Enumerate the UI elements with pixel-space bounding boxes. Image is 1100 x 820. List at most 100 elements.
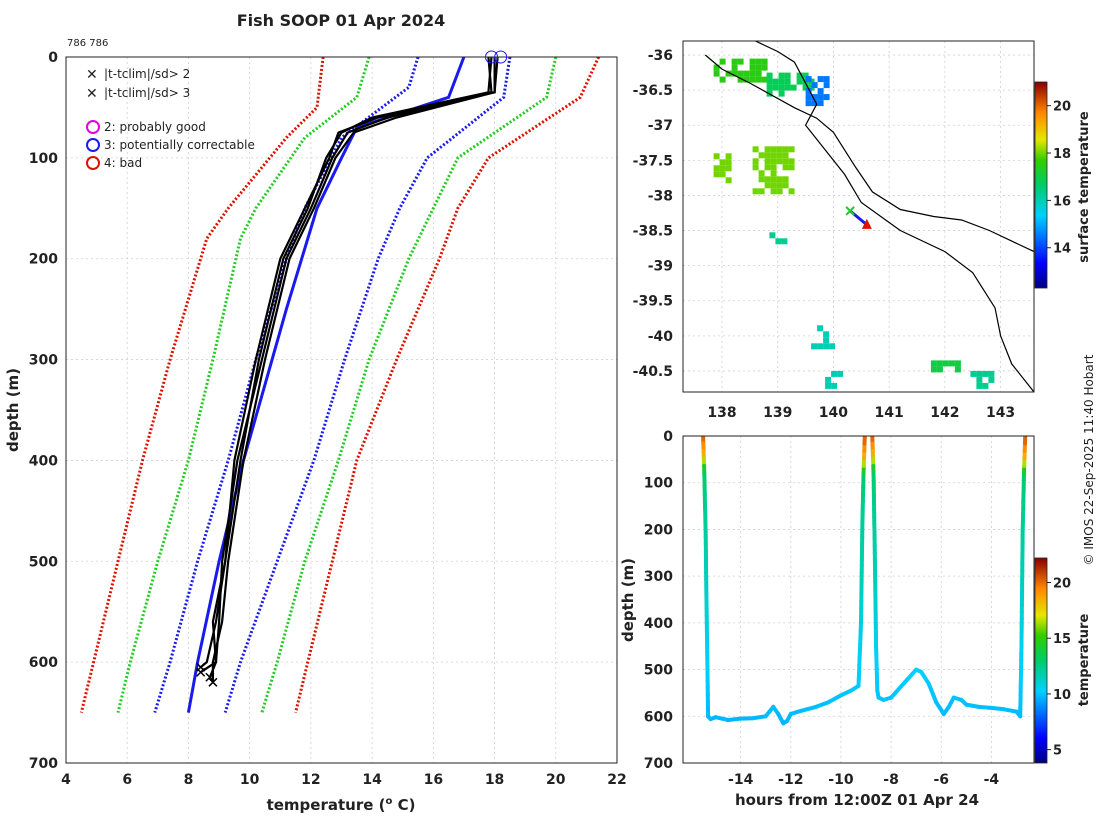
- profile-xtick-label: 12: [301, 772, 320, 788]
- map-xtick-label: 143: [986, 405, 1015, 421]
- profile-axes-frame: [65, 56, 618, 764]
- ts-segment: [726, 716, 743, 722]
- legend-q2-marker: [86, 120, 100, 134]
- sst-pixel: [811, 343, 818, 350]
- ts-xtick-label: -8: [883, 772, 899, 788]
- legend-q4-marker: [86, 156, 100, 170]
- climatology-line: [223, 57, 512, 714]
- sst-pixel: [936, 360, 943, 367]
- ts-xlabel: hours from 12:00Z 01 Apr 24: [735, 791, 979, 809]
- sst-pixel: [942, 360, 949, 367]
- ts-xtick-label: -12: [778, 772, 803, 788]
- ts-ytick-label: 200: [644, 522, 673, 538]
- sst-pixel: [752, 146, 759, 153]
- sst-pixel: [823, 337, 830, 344]
- map-ytick-label: -38: [648, 188, 673, 204]
- profile-end-marker: [208, 677, 218, 687]
- profile-ytick-label: 300: [29, 353, 58, 369]
- ts-segment: [813, 700, 831, 709]
- ts-colorbar-tick-label: 15: [1053, 632, 1071, 647]
- sst-pixel: [770, 176, 777, 183]
- sst-pixel: [755, 76, 762, 83]
- sst-pixel: [766, 72, 773, 79]
- legend-x2-marker: ✕: [86, 67, 98, 83]
- sst-pixel: [764, 146, 771, 153]
- profile-xtick-label: 4: [61, 772, 71, 788]
- sst-pixel: [784, 78, 791, 85]
- ts-ytick-label: 0: [663, 429, 673, 445]
- sst-pixel: [770, 164, 777, 171]
- sst-pixel: [936, 366, 943, 373]
- profile-ylabel: depth (m): [4, 368, 22, 452]
- ts-segment: [989, 705, 1006, 712]
- ts-segment: [713, 715, 731, 722]
- legend-q3-marker: [86, 138, 100, 152]
- sst-pixel: [948, 360, 955, 367]
- ts-ytick-label: 600: [644, 709, 673, 725]
- map-xtick-label: 140: [819, 405, 848, 421]
- sst-pixel: [778, 84, 785, 91]
- map-xtick-label: 138: [707, 405, 736, 421]
- profile-xlabel: temperature (o C): [267, 796, 416, 814]
- sst-pixel: [837, 370, 844, 377]
- sst-pixel: [737, 58, 744, 65]
- legend-x2-label: |t-tclim|/sd> 2: [104, 67, 190, 81]
- sst-pixel: [823, 343, 830, 350]
- ts-xtick-label: -6: [933, 772, 949, 788]
- sst-pixel: [782, 146, 789, 153]
- map-colorbar: [1034, 81, 1048, 289]
- ts-segment: [964, 702, 981, 709]
- sst-pixel: [731, 58, 738, 65]
- sst-pixel: [823, 76, 830, 83]
- sst-pixel: [805, 100, 812, 107]
- profile-xtick-label: 14: [362, 772, 382, 788]
- map-colorbar-ticks: 14 16 18 20: [1047, 100, 1071, 257]
- climatology-line: [79, 57, 325, 713]
- sst-pixel: [825, 382, 832, 389]
- sst-pixel: [831, 382, 838, 389]
- map-ytick-label: -36.5: [633, 83, 673, 99]
- sst-pixel: [976, 370, 983, 377]
- sst-pixel: [758, 170, 765, 177]
- profile-line: [200, 57, 493, 674]
- credit-text: © IMOS 22-Sep-2025 11:40 Hobart: [1082, 354, 1096, 565]
- climatology-line: [153, 57, 420, 714]
- sst-pixel: [725, 153, 732, 160]
- ts-xtick-label: -14: [728, 772, 754, 788]
- sst-pixel: [817, 100, 824, 107]
- map-colorbar-tick-label: 16: [1053, 194, 1071, 209]
- sst-pixel: [731, 70, 738, 77]
- sst-pixel: [823, 331, 830, 338]
- coastline: [704, 54, 1034, 253]
- map-ytick-label: -37: [648, 118, 673, 134]
- sst-pixel: [829, 343, 836, 350]
- legend-q2-label: 2: probably good: [104, 120, 206, 134]
- map-ytick-label: -39: [648, 259, 673, 275]
- sst-pixel: [749, 76, 756, 83]
- legend-x3-label: |t-tclim|/sd> 3: [104, 86, 190, 100]
- profile-xtick-label: 18: [485, 772, 504, 788]
- map-ytick-label: -36: [648, 48, 673, 64]
- sst-pixel: [731, 64, 738, 71]
- sst-pixel: [982, 382, 989, 389]
- sst-pixel: [784, 72, 791, 79]
- ts-colorbar: [1034, 557, 1048, 764]
- sst-pixel: [761, 58, 768, 65]
- sst-pixel: [766, 78, 773, 85]
- sst-pixel: [778, 72, 785, 79]
- sst-pixel: [782, 164, 789, 171]
- sst-pixel: [790, 84, 797, 91]
- sst-pixel: [770, 158, 777, 165]
- ids-label: 786 786: [67, 38, 108, 49]
- map-ytick-label: -39.5: [633, 294, 673, 310]
- sst-pixel: [805, 88, 812, 95]
- profile-ticks: 4 6 8 10 12 14 16 18 20 22 0 100 200 300 400 500 600 700: [29, 50, 627, 788]
- sst-pixel: [719, 171, 726, 178]
- sst-pixel: [930, 360, 937, 367]
- sst-pixel: [776, 158, 783, 165]
- ts-ytick-label: 100: [644, 476, 673, 492]
- profile-xtick-label: 10: [240, 772, 260, 788]
- sst-pixel: [749, 64, 756, 71]
- ts-segment: [751, 714, 768, 721]
